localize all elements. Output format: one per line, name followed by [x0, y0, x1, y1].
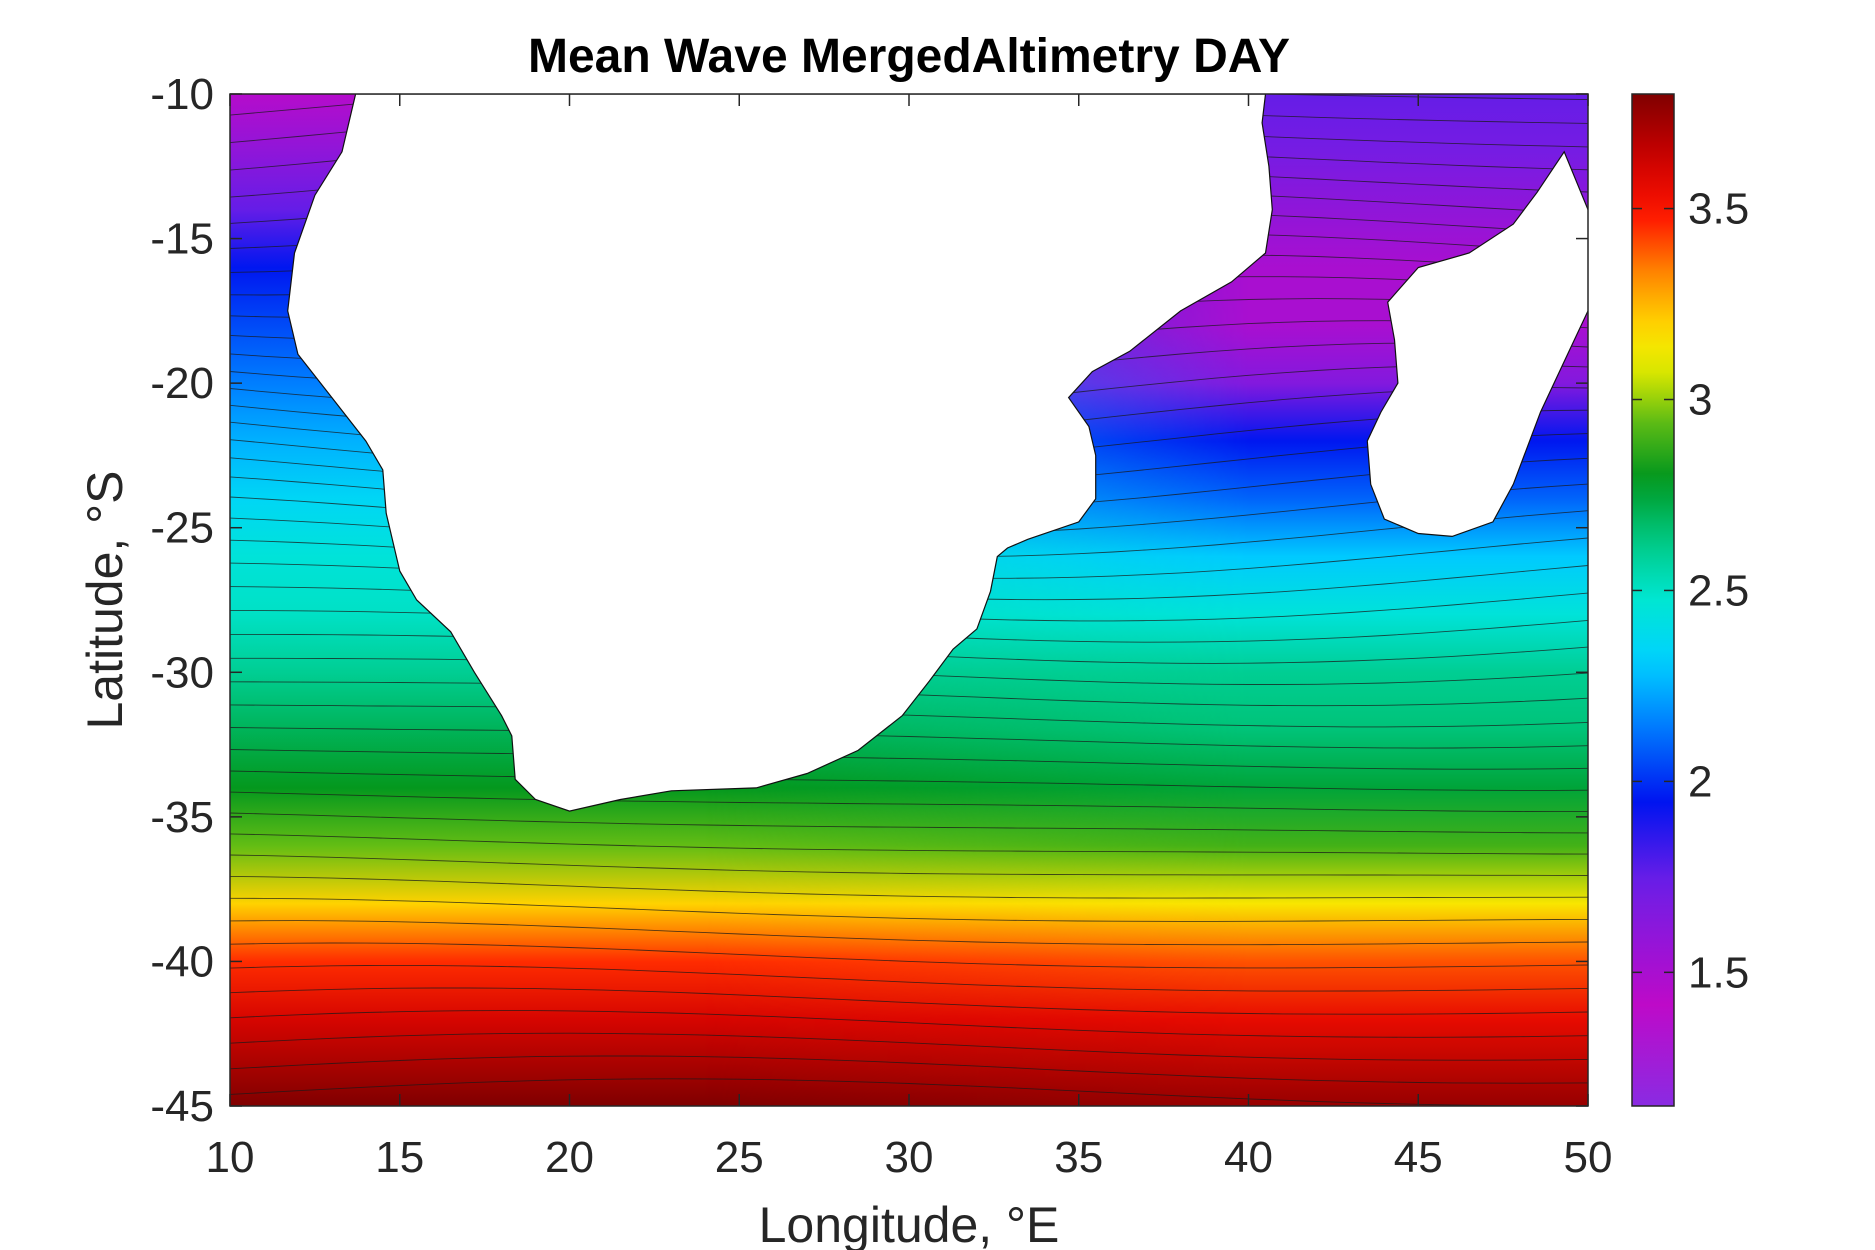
y-tick-label: -35	[150, 793, 214, 842]
contour-line	[230, 812, 1588, 834]
x-tick-label: 40	[1224, 1133, 1273, 1182]
land-mask	[287, 94, 1588, 812]
contour-line	[230, 749, 1588, 770]
madagascar-landmass	[1366, 150, 1588, 538]
contour-line	[230, 1055, 1588, 1084]
x-tick-label: 15	[375, 1133, 424, 1182]
x-tick-label: 20	[545, 1133, 594, 1182]
x-tick-label: 50	[1564, 1133, 1613, 1182]
colorbar-tick-label: 2.5	[1688, 566, 1749, 615]
x-tick-label: 35	[1054, 1133, 1103, 1182]
y-tick-label: -45	[150, 1082, 214, 1131]
chart-title: Mean Wave MergedAltimetry DAY	[528, 30, 1290, 83]
contour-line	[230, 1032, 1588, 1061]
colorbar-tick-label: 2	[1688, 757, 1712, 806]
contour-line	[230, 920, 1588, 946]
contour-line	[230, 791, 1588, 813]
y-tick-label: -40	[150, 937, 214, 986]
colorbar-tick-label: 3.5	[1688, 185, 1749, 234]
wave-height-field	[230, 94, 1588, 1106]
contour-line	[230, 942, 1588, 969]
x-tick-label: 45	[1394, 1133, 1443, 1182]
contour-line	[230, 1078, 1588, 1106]
contour-line	[230, 897, 1588, 922]
contour-line	[230, 833, 1588, 855]
colorbar: 1.5 2 2.5 3 3.5	[1631, 93, 1749, 1107]
contour-line	[230, 987, 1588, 1015]
x-tick-label: 10	[206, 1133, 255, 1182]
colorbar-tick-label: 3	[1688, 376, 1712, 425]
contour-line	[230, 854, 1588, 876]
contour-line	[230, 727, 1588, 749]
colorbar-ticks: 1.5 2 2.5 3 3.5	[1632, 185, 1749, 997]
x-tick-label: 30	[885, 1133, 934, 1182]
colorbar-bar	[1631, 93, 1675, 1107]
y-axis-label: Latitude, °S	[77, 470, 133, 729]
africa-landmass	[287, 94, 1273, 812]
y-tick-label: -10	[150, 70, 214, 119]
x-axis-label: Longitude, °E	[759, 1197, 1060, 1250]
x-axis: 10 15 20 25 30 35 40 45 50	[206, 94, 1613, 1182]
y-tick-label: -20	[150, 359, 214, 408]
y-tick-label: -15	[150, 215, 214, 264]
y-tick-label: -30	[150, 648, 214, 697]
contour-line	[230, 770, 1588, 791]
contour-line	[230, 964, 1588, 992]
contour-line	[230, 875, 1588, 899]
contour-line	[230, 1010, 1588, 1038]
y-tick-label: -25	[150, 504, 214, 553]
contour-line	[230, 704, 1588, 728]
x-tick-label: 25	[715, 1133, 764, 1182]
colorbar-tick-label: 1.5	[1688, 948, 1749, 997]
y-axis: -45 -40 -35 -30 -25 -20 -15 -10	[150, 70, 1588, 1131]
